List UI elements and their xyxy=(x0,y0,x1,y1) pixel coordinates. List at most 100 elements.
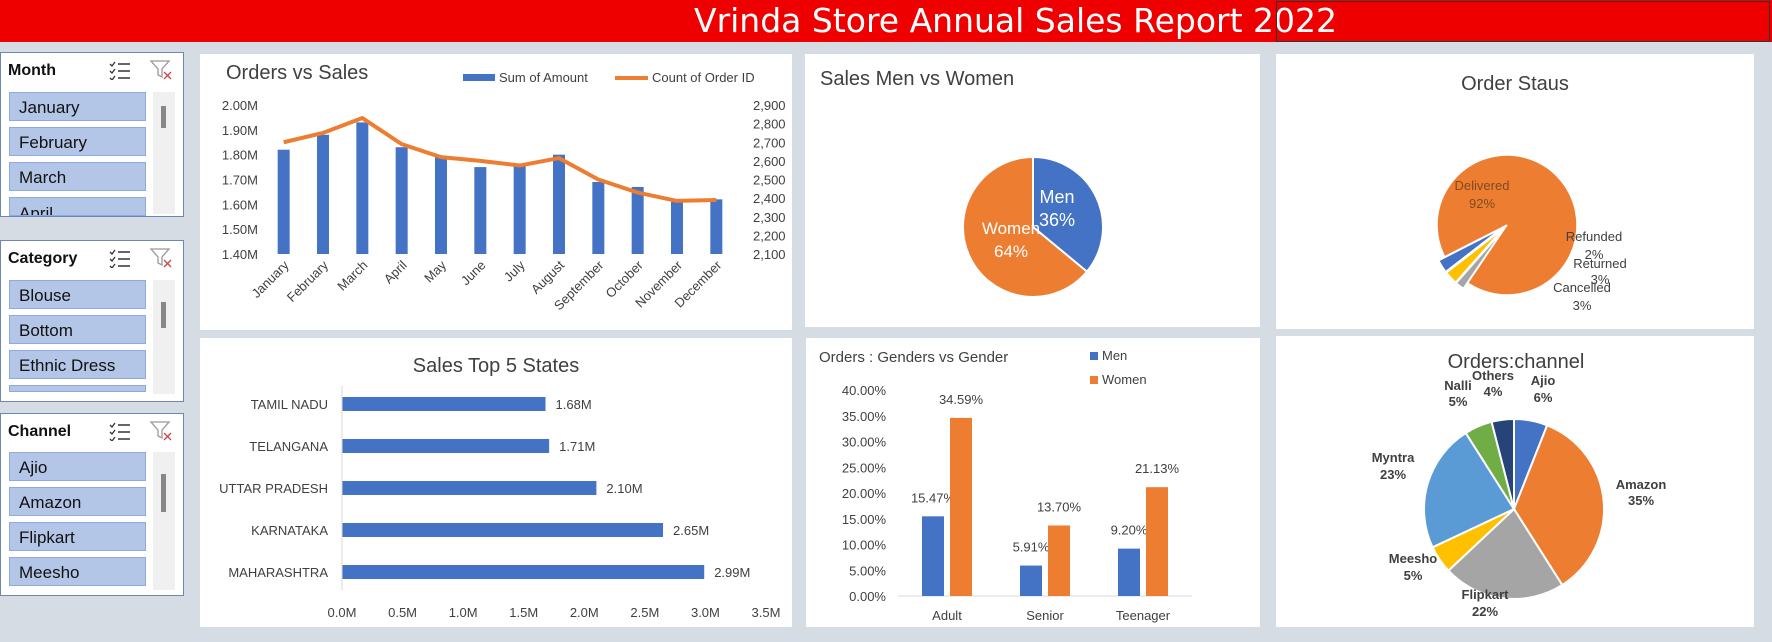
chart-title: Order Staus xyxy=(1461,73,1569,95)
bar-maharashtra xyxy=(342,565,705,579)
clear-filter-icon[interactable] xyxy=(149,420,173,442)
slicer-item-january[interactable]: January xyxy=(9,92,146,121)
scrollbar[interactable] xyxy=(153,452,175,590)
panel-sales-men-women: Sales Men vs Women Men 36% Women 64% xyxy=(805,54,1260,327)
orders-vs-sales-chart: Orders vs Sales Sum of Amount Count of Ord… xyxy=(222,62,786,313)
slice-pct: 4% xyxy=(1484,384,1503,399)
slice-pct: 6% xyxy=(1534,390,1553,405)
panel-order-status: Order Staus Delivered 92% Refunded 2% Returne… xyxy=(1276,54,1754,329)
x-tick-label: Senior xyxy=(1026,608,1064,623)
x-tick-label: 2.5M xyxy=(630,605,659,620)
pie-slice-others xyxy=(1490,417,1515,510)
slicer-item-amazon[interactable]: Amazon xyxy=(9,487,146,516)
slice-pct: 5% xyxy=(1404,568,1423,583)
slicer-item-april[interactable]: April xyxy=(9,197,146,216)
slice-pct: 36% xyxy=(1039,210,1075,230)
bar-teenager-women xyxy=(1146,487,1168,596)
clear-filter-icon[interactable] xyxy=(149,59,173,81)
chart-title: Sales Top 5 States xyxy=(413,355,579,377)
slice-label: Ajio xyxy=(1531,373,1556,388)
slicer-item-ajio[interactable]: Ajio xyxy=(9,452,146,481)
scrollbar-thumb[interactable] xyxy=(161,474,166,512)
legend-swatch-men xyxy=(1090,352,1098,360)
slice-label: Delivered xyxy=(1455,178,1510,193)
y2-tick-label: 2,800 xyxy=(753,117,786,132)
slicer-item-blouse[interactable]: Blouse xyxy=(9,280,146,309)
x-tick-label: 0.0M xyxy=(328,605,357,620)
slicer-item-bottom[interactable]: Bottom xyxy=(9,315,146,344)
top5-states-chart: Sales Top 5 States TAMIL NADU 1.68M TELANGA… xyxy=(219,355,780,620)
x-tick-label: Adult xyxy=(932,608,962,623)
slice-pct: 3% xyxy=(1591,272,1610,287)
slice-label: Men xyxy=(1039,187,1074,207)
title-banner: Vrinda Store Annual Sales Report 2022 xyxy=(0,0,1772,42)
x-tick-label: 0.5M xyxy=(388,605,417,620)
bar-june xyxy=(474,167,487,254)
slice-pct: 3% xyxy=(1573,298,1592,313)
y2-tick-label: 2,600 xyxy=(753,154,786,169)
bar-value-label: 1.71M xyxy=(559,439,595,454)
slicer-header: Category xyxy=(1,241,183,275)
slicer-item-flipkart[interactable]: Flipkart xyxy=(9,522,146,551)
slicer-item-meesho[interactable]: Meesho xyxy=(9,557,146,586)
bar-adult-women xyxy=(950,417,972,596)
bar-tamil-nadu xyxy=(342,397,546,411)
order-status-chart: Order Staus Delivered 92% Refunded 2%Returne… xyxy=(1436,73,1627,313)
slicer-item-partial[interactable] xyxy=(9,385,146,392)
y2-tick-label: 2,500 xyxy=(753,173,786,188)
slice-label: Nalli xyxy=(1444,378,1471,393)
legend-label-men: Men xyxy=(1102,348,1127,363)
multi-select-icon[interactable] xyxy=(109,421,131,441)
bar-july xyxy=(513,164,526,254)
bar-march xyxy=(356,122,369,254)
slicer-item-march[interactable]: March xyxy=(9,162,146,191)
pie-slice-men xyxy=(1032,155,1104,274)
x-tick-label: Teenager xyxy=(1116,608,1171,623)
bar-august xyxy=(553,154,565,254)
multi-select-icon[interactable] xyxy=(109,248,131,268)
slicer-month[interactable]: Month January February March April xyxy=(0,52,184,217)
y-tick-label: 35.00% xyxy=(842,409,887,424)
scrollbar-thumb[interactable] xyxy=(161,302,166,328)
bar-november xyxy=(671,201,683,254)
bar-value-label: 21.13% xyxy=(1135,461,1180,476)
slice-pct: 64% xyxy=(994,242,1028,261)
panel-orders-gender: Orders : Genders vs Gender Men Women 0.00% 5… xyxy=(806,338,1260,627)
scrollbar[interactable] xyxy=(153,92,175,214)
pie-slice-myntra xyxy=(1423,431,1516,549)
bar-karnataka xyxy=(342,523,664,537)
clear-filter-icon[interactable] xyxy=(149,247,173,269)
bar-telangana xyxy=(342,439,550,453)
bar-value-label: 2.65M xyxy=(673,523,709,538)
slicer-item-february[interactable]: February xyxy=(9,127,146,156)
slicer-item-ethnic-dress[interactable]: Ethnic Dress xyxy=(9,350,146,379)
slicer-category[interactable]: Category Blouse Bottom Ethnic Dress xyxy=(0,240,184,402)
scrollbar[interactable] xyxy=(153,280,175,394)
x-tick-label: 2.0M xyxy=(570,605,599,620)
y2-tick-label: 2,300 xyxy=(753,210,786,225)
slicer-title: Month xyxy=(8,62,56,79)
slice-label: Cancelled xyxy=(1553,280,1611,295)
y2-tick-label: 2,700 xyxy=(753,135,786,150)
bar-senior-women xyxy=(1048,525,1070,596)
bar-value-label: 9.20% xyxy=(1111,523,1148,538)
y-tick-label: 5.00% xyxy=(849,563,886,578)
x-tick-label: June xyxy=(458,258,489,289)
state-label: TAMIL NADU xyxy=(251,397,328,412)
y2-tick-label: 2,400 xyxy=(753,191,786,206)
slice-label: Women xyxy=(982,219,1040,238)
scrollbar-thumb[interactable] xyxy=(161,106,166,128)
y-tick-label: 25.00% xyxy=(842,460,887,475)
slicer-channel[interactable]: Channel Ajio Amazon Flipkart Meesho xyxy=(0,413,184,596)
pie-slice-flipkart xyxy=(1446,507,1564,600)
bar-value-label: 1.68M xyxy=(556,397,592,412)
y-tick-label: 0.00% xyxy=(849,589,886,604)
panel-orders-vs-sales: Orders vs Sales Sum of Amount Count of Ord… xyxy=(200,54,792,330)
bar-september xyxy=(592,181,605,254)
y-tick-label: 1.40M xyxy=(222,247,258,262)
x-tick-label: May xyxy=(421,257,449,285)
multi-select-icon[interactable] xyxy=(109,60,131,80)
slice-pct: 35% xyxy=(1628,493,1654,508)
orders-gender-chart: Orders : Genders vs Gender Men Women 0.00% 5… xyxy=(819,348,1192,623)
pie-slice-cancelled xyxy=(1437,228,1502,273)
